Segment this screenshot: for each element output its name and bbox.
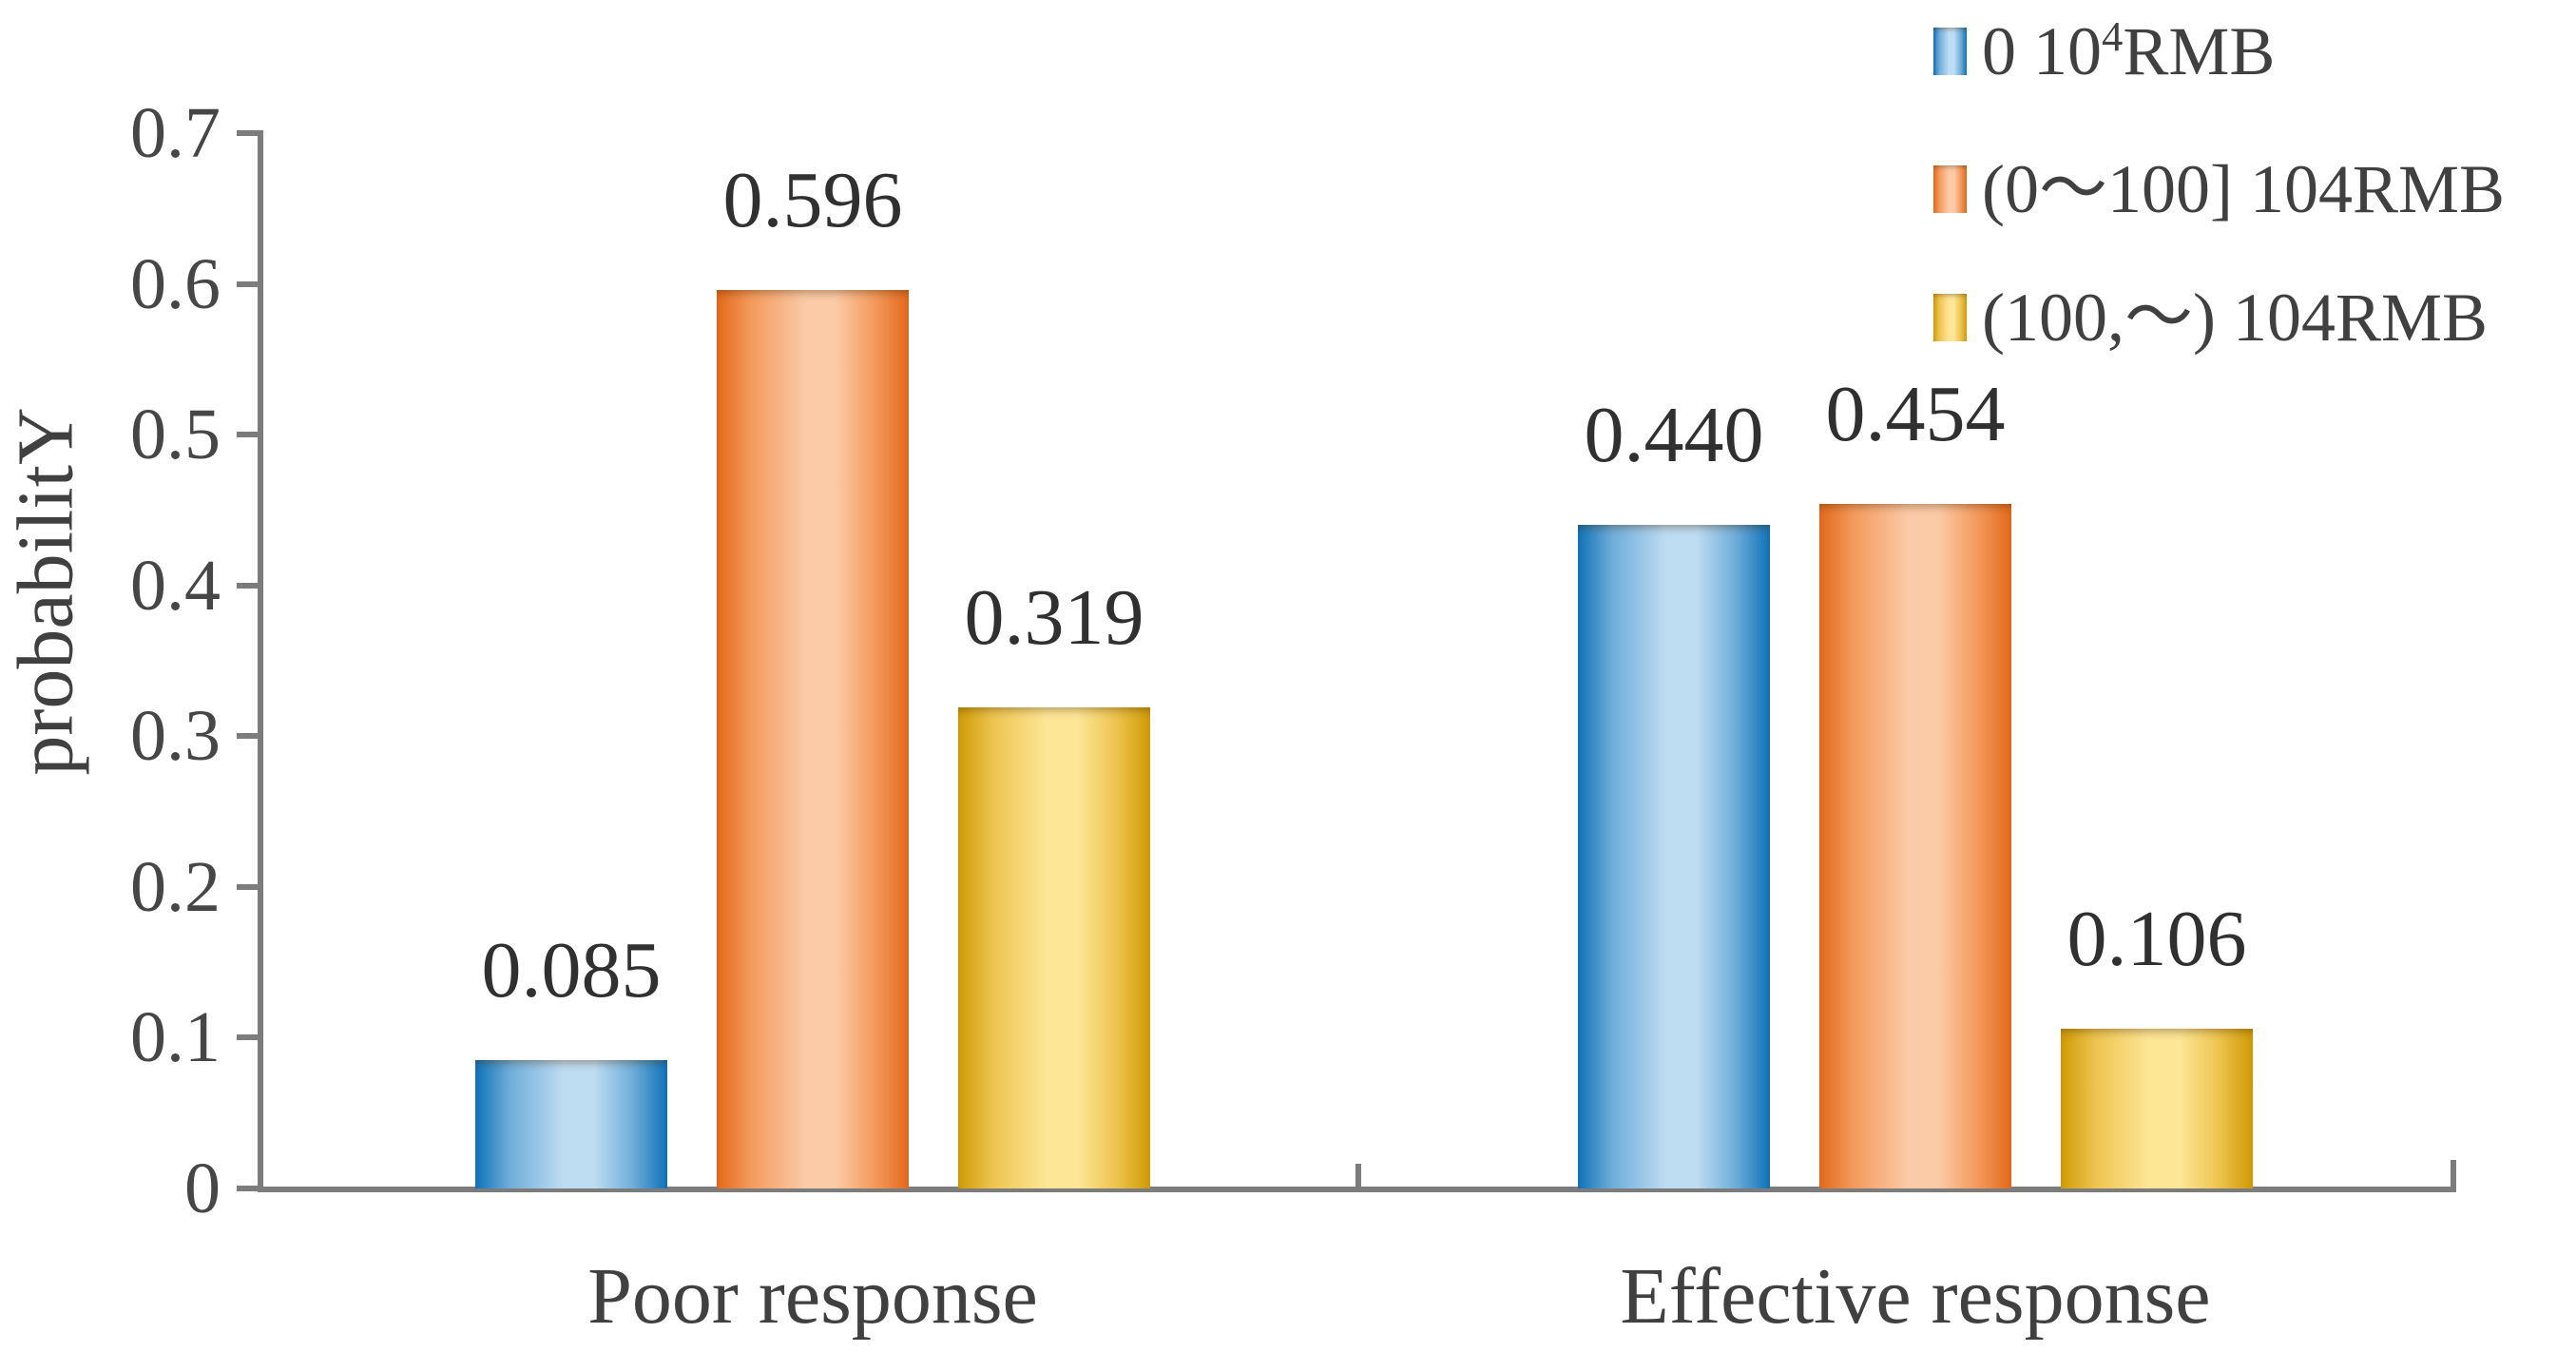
bar-data-label: 0.596 [722, 156, 903, 244]
bar-data-label: 0.319 [964, 573, 1144, 662]
y-tick-mark [237, 432, 258, 438]
y-tick-mark [237, 1034, 258, 1041]
y-tick-mark [237, 883, 258, 890]
y-tick-mark [237, 582, 258, 589]
y-axis-line [258, 130, 263, 1192]
legend-label: (0～100] 104RMB [1982, 151, 2506, 227]
bar [475, 1060, 667, 1188]
y-tick-label: 0 [184, 1149, 221, 1228]
y-tick-label: 0.7 [130, 93, 221, 173]
x-category-label: Poor response [587, 1252, 1038, 1341]
y-tick-label: 0.5 [130, 395, 221, 475]
x-axis-boundary-tick [2451, 1160, 2456, 1188]
bar [958, 707, 1150, 1188]
y-tick-mark [237, 1186, 258, 1191]
bar-data-label: 0.440 [1584, 391, 1764, 479]
x-axis-boundary-tick [1355, 1164, 1361, 1188]
bar-data-label: 0.454 [1825, 370, 2006, 458]
y-tick-label: 0.3 [130, 696, 221, 777]
y-tick-mark [237, 130, 258, 136]
legend-swatch [1933, 165, 1967, 213]
y-tick-label: 0.4 [130, 545, 221, 626]
legend-label: 0 104RMB [1982, 12, 2276, 89]
bar [1819, 504, 2011, 1188]
x-axis-line [258, 1187, 2456, 1192]
bar [717, 290, 909, 1188]
y-tick-mark [237, 733, 258, 740]
legend-item: 0 104RMB [1933, 15, 2275, 86]
legend-swatch [1933, 28, 1967, 75]
bar [2061, 1029, 2253, 1188]
bar-data-label: 0.106 [2067, 895, 2247, 983]
legend-label: (100,～) 104RMB [1982, 280, 2489, 356]
y-tick-label: 0.6 [130, 243, 221, 324]
legend-item: (0～100] 104RMB [1933, 155, 2505, 223]
bar-data-label: 0.085 [481, 926, 662, 1014]
y-tick-label: 0.1 [130, 997, 221, 1078]
y-tick-mark [237, 280, 258, 287]
legend-item: (100,～) 104RMB [1933, 283, 2488, 352]
x-category-label: Effective response [1620, 1252, 2211, 1341]
y-tick-label: 0.2 [130, 846, 221, 927]
bar [1578, 525, 1770, 1188]
legend-swatch [1933, 294, 1967, 341]
